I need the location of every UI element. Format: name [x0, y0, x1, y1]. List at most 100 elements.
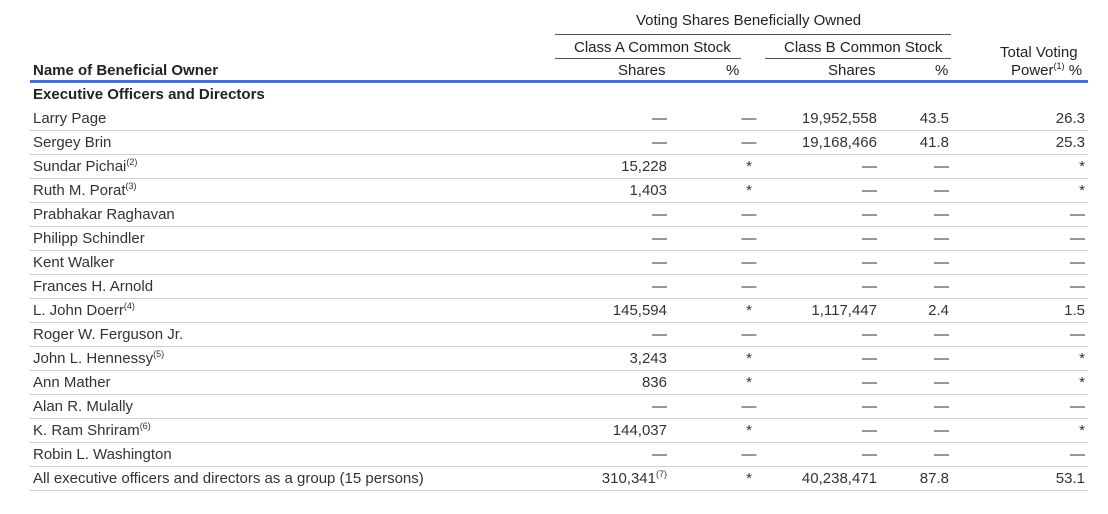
owner-footnote: (5)	[153, 349, 165, 359]
class-a-shares-value: 145,594	[612, 302, 667, 319]
class-b-shares: —	[862, 422, 877, 439]
class-a-pct: —	[741, 230, 757, 247]
owner-name-text: Sergey Brin	[33, 134, 112, 151]
owner-name: Ruth M. Porat(3)	[33, 179, 137, 202]
class-b-shares: —	[862, 230, 877, 247]
owner-name-text: Ann Mather	[33, 374, 111, 391]
class-a-pct: —	[741, 326, 757, 343]
class-b-pct: —	[934, 446, 949, 463]
name-column-header: Name of Beneficial Owner	[33, 62, 219, 79]
owner-name: L. John Doerr(4)	[33, 299, 135, 322]
table-row: Frances H. Arnold — — — — —	[30, 275, 1088, 299]
class-b-pct: —	[934, 326, 949, 343]
owner-name: K. Ram Shriram(6)	[33, 419, 151, 442]
class-a-pct: —	[741, 254, 757, 271]
owner-name: Frances H. Arnold	[33, 275, 153, 298]
owner-name: Sergey Brin	[33, 131, 111, 154]
table-row: Larry Page — — 19,952,558 43.5 26.3	[30, 107, 1088, 131]
table-row: Kent Walker — — — — —	[30, 251, 1088, 275]
class-b-pct: —	[934, 350, 949, 367]
table-row: Ruth M. Porat(3) 1,403 * — — *	[30, 179, 1088, 203]
total-voting-header-line1: Total Voting	[1000, 44, 1078, 61]
owner-footnote: (4)	[123, 301, 135, 311]
class-a-shares-value: 144,037	[612, 422, 667, 439]
class-a-shares-value: —	[652, 398, 667, 415]
total-voting-footnote: (1)	[1053, 61, 1065, 71]
class-a-pct: *	[746, 374, 752, 391]
class-a-pct: *	[746, 470, 752, 487]
table-row: Alan R. Mulally — — — — —	[30, 395, 1088, 419]
owner-footnote: (6)	[139, 421, 151, 431]
table-row: Robin L. Washington — — — — —	[30, 443, 1088, 467]
class-a-shares: —	[652, 275, 667, 298]
class-b-shares: —	[862, 326, 877, 343]
total-voting-power: *	[1079, 182, 1085, 199]
table-row: K. Ram Shriram(6) 144,037 * — — *	[30, 419, 1088, 443]
class-b-shares: —	[862, 182, 877, 199]
owner-name-text: John L. Hennessy	[33, 350, 154, 367]
header-blue-rule	[30, 80, 1088, 83]
total-voting-power: —	[1070, 326, 1085, 343]
table-row: L. John Doerr(4) 145,594 * 1,117,447 2.4 1.5	[30, 299, 1088, 323]
owner-footnote: (3)	[125, 181, 137, 191]
total-voting-power: —	[1070, 446, 1085, 463]
class-b-pct: —	[934, 374, 949, 391]
class-a-shares: 1,403	[629, 179, 667, 202]
class-a-pct: —	[741, 134, 757, 151]
class-b-pct: —	[934, 422, 949, 439]
owner-name-text: Kent Walker	[33, 254, 115, 271]
voting-shares-header: Voting Shares Beneficially Owned	[636, 12, 862, 29]
class-a-shares-footnote: (7)	[656, 469, 667, 479]
owner-name: Ann Mather	[33, 371, 111, 394]
class-a-pct-header: %	[726, 62, 740, 79]
total-voting-power: 25.3	[1055, 134, 1085, 151]
class-a-pct: —	[741, 206, 757, 223]
class-b-rule	[765, 58, 951, 59]
class-a-shares-value: —	[652, 446, 667, 463]
class-a-shares: —	[652, 227, 667, 250]
table-row: John L. Hennessy(5) 3,243 * — — *	[30, 347, 1088, 371]
class-a-shares: —	[652, 395, 667, 418]
class-b-shares: —	[862, 398, 877, 415]
class-a-rule	[555, 58, 741, 59]
class-a-pct: *	[746, 422, 752, 439]
total-voting-power: —	[1070, 206, 1085, 223]
owner-name: Sundar Pichai(2)	[33, 155, 137, 178]
class-a-shares: 144,037	[613, 419, 667, 442]
class-a-shares-value: —	[652, 206, 667, 223]
class-b-shares-header: Shares	[828, 62, 876, 79]
total-voting-power: *	[1079, 422, 1085, 439]
class-b-pct: 41.8	[919, 134, 949, 151]
total-voting-power: *	[1079, 350, 1085, 367]
class-a-shares-value: —	[652, 134, 667, 151]
owner-name: Kent Walker	[33, 251, 114, 274]
class-a-shares: 836	[642, 371, 667, 394]
ownership-table-body: Executive Officers and Directors Larry P…	[30, 83, 1088, 491]
class-a-shares-value: 310,341	[601, 470, 656, 487]
total-voting-power: 53.1	[1055, 470, 1085, 487]
owner-name-text: K. Ram Shriram	[33, 422, 140, 439]
total-voting-power: *	[1079, 158, 1085, 175]
total-voting-header-line2: Power(1) %	[1011, 61, 1082, 80]
class-a-pct: —	[741, 446, 757, 463]
owner-name-text: Larry Page	[33, 110, 107, 127]
class-b-shares: —	[862, 350, 877, 367]
class-b-shares: 19,952,558	[801, 110, 877, 127]
class-a-shares-value: —	[652, 230, 667, 247]
table-row: Roger W. Ferguson Jr. — — — — —	[30, 323, 1088, 347]
class-a-pct: *	[746, 350, 752, 367]
owner-name: Larry Page	[33, 107, 106, 130]
owner-name-text: Sundar Pichai	[33, 158, 127, 175]
class-a-pct: *	[746, 302, 752, 319]
owner-name-text: All executive officers and directors as …	[33, 470, 424, 487]
class-b-shares: —	[862, 278, 877, 295]
class-a-shares-value: —	[652, 278, 667, 295]
class-a-shares: —	[652, 131, 667, 154]
class-b-header: Class B Common Stock	[784, 39, 943, 56]
class-a-shares-value: 15,228	[621, 158, 667, 175]
owner-name: Roger W. Ferguson Jr.	[33, 323, 183, 346]
owner-name: All executive officers and directors as …	[33, 467, 424, 490]
class-a-shares: —	[652, 443, 667, 466]
owner-name: Prabhakar Raghavan	[33, 203, 175, 226]
class-b-pct: —	[934, 230, 949, 247]
